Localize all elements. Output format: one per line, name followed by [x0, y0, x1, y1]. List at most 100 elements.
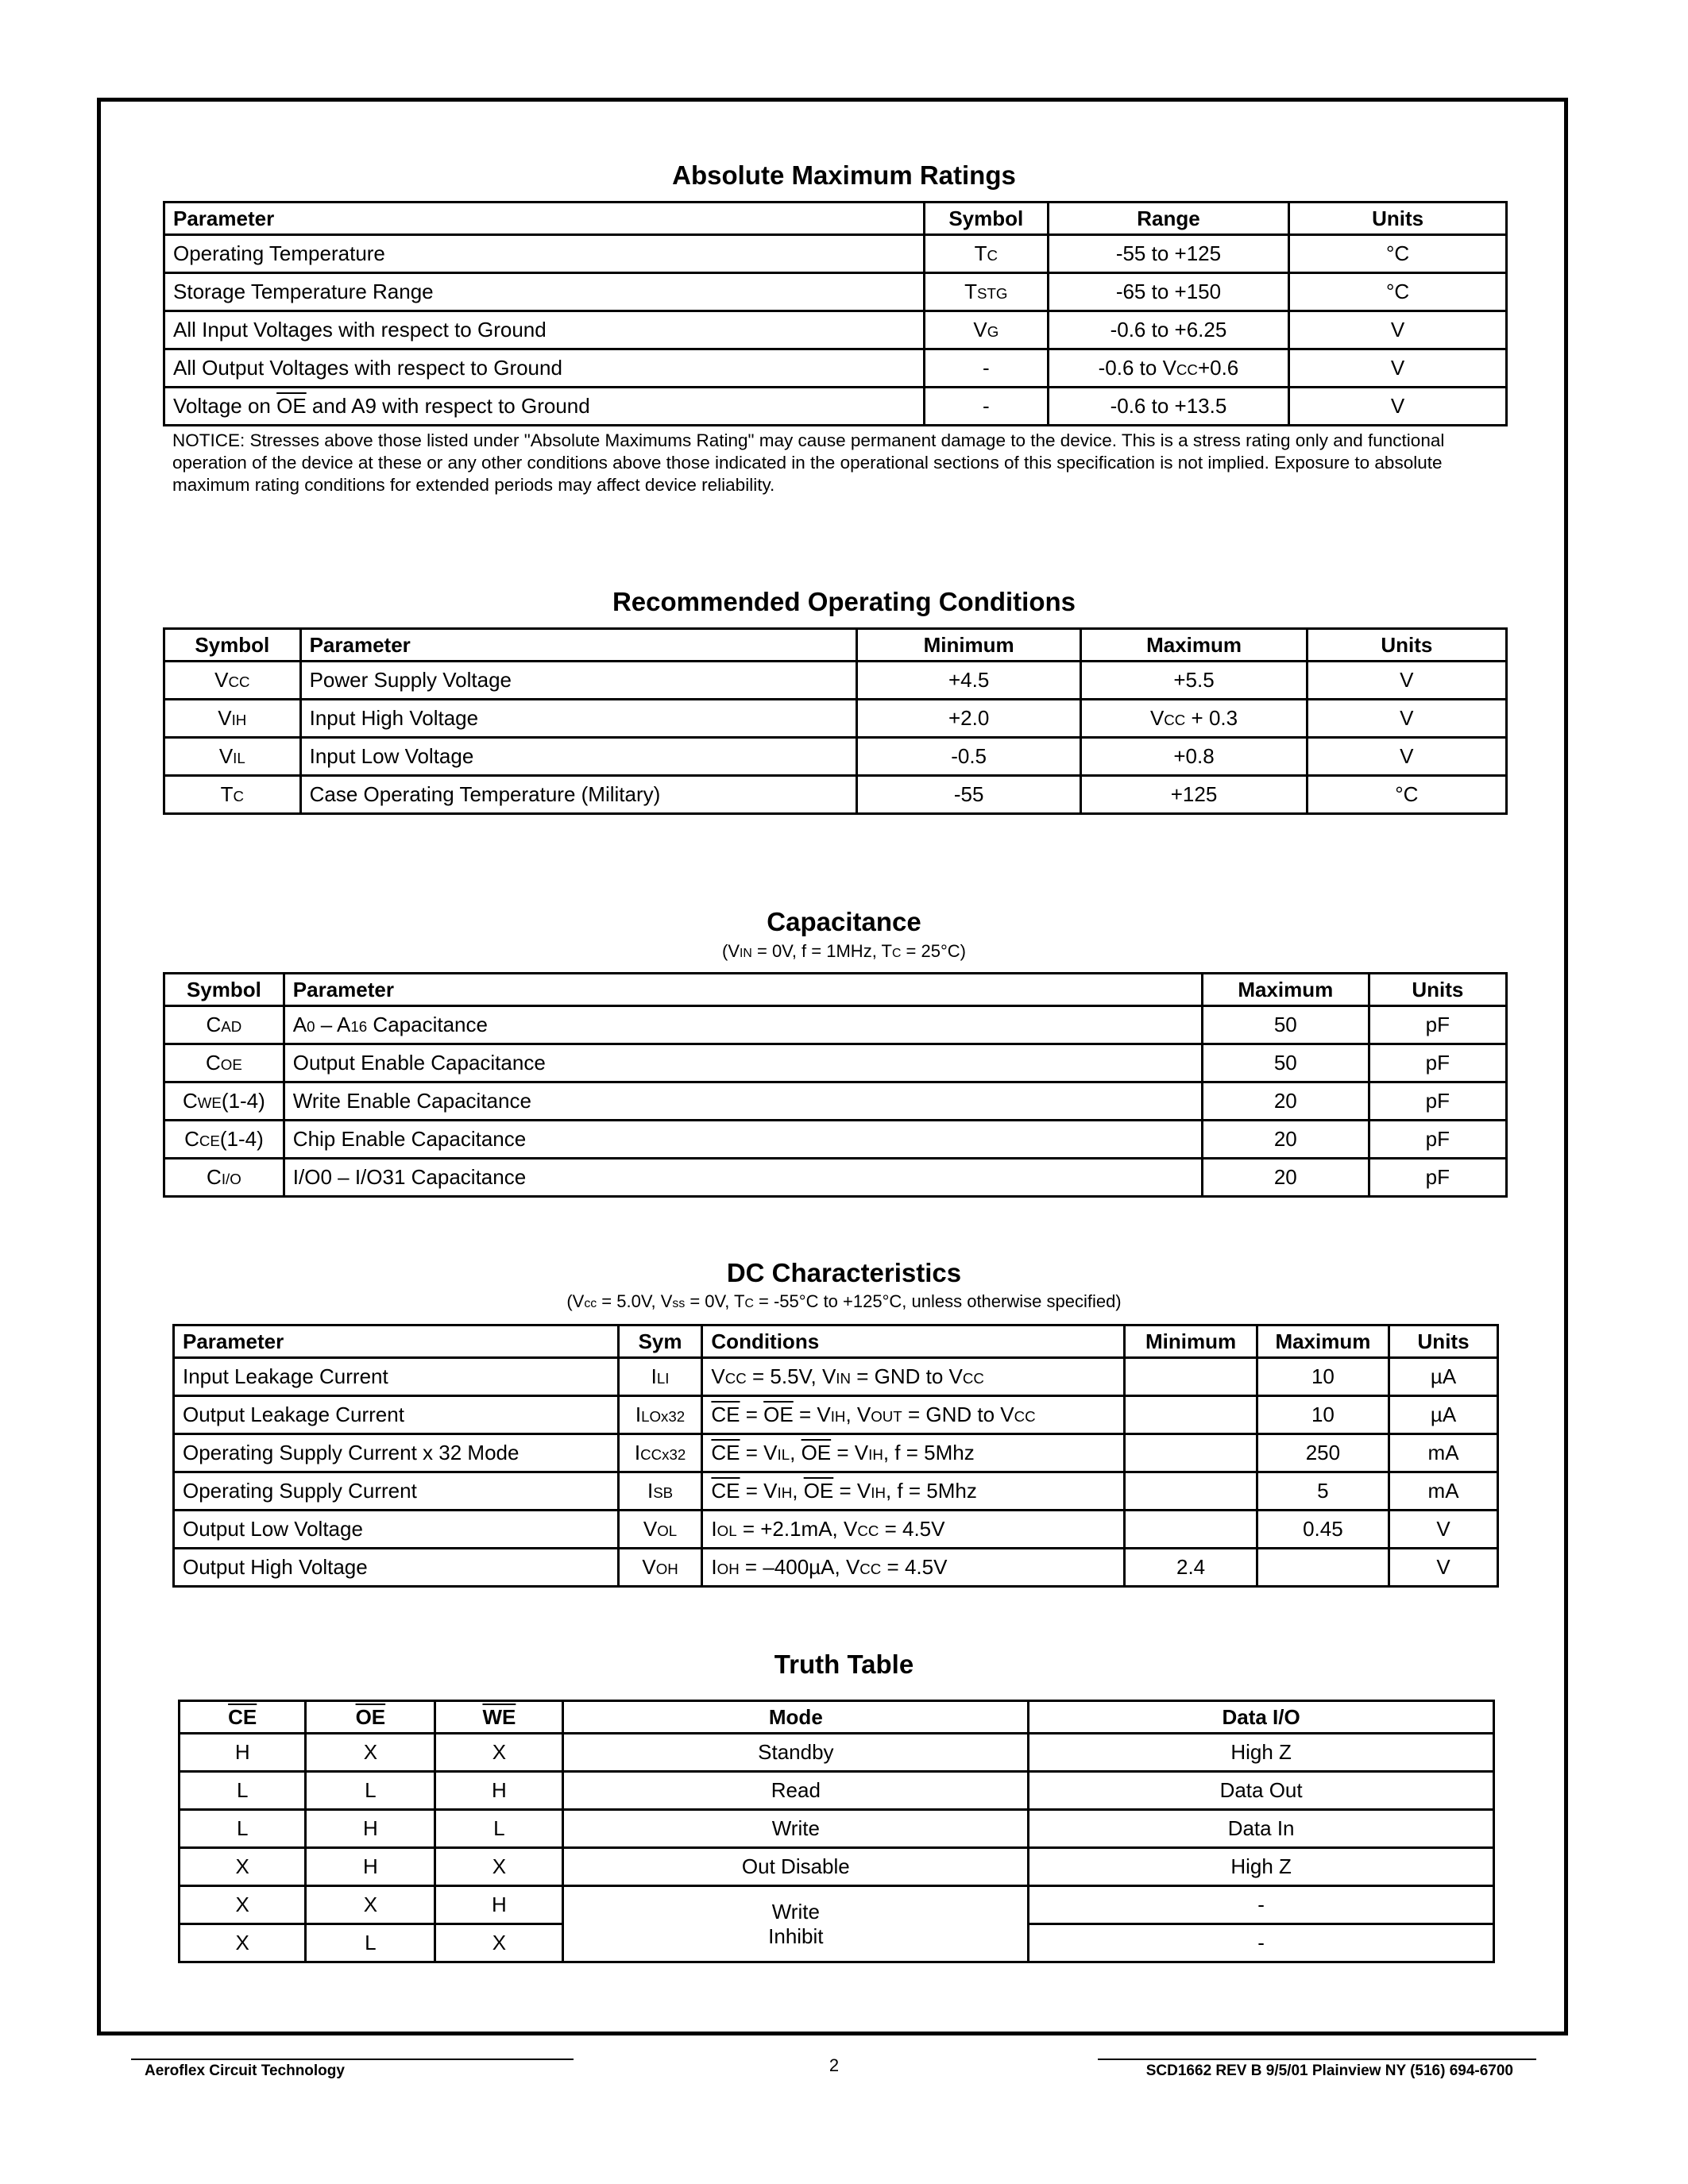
text: V: [218, 706, 232, 730]
table-cell: Output High Voltage: [172, 1547, 620, 1588]
text: -: [1257, 1931, 1265, 1954]
table-row: CCE(1-4) Chip Enable Capacitance 20 pF: [163, 1119, 1508, 1160]
subscript: IH: [868, 1446, 883, 1463]
text: Parameter: [292, 977, 394, 1001]
text: , V: [845, 1403, 871, 1426]
subscript: LOx32: [641, 1408, 686, 1425]
table-cell: -55 to +125: [1046, 233, 1291, 274]
section-title: Capacitance: [767, 907, 921, 936]
text: Operating Supply Current: [183, 1479, 417, 1503]
header-cell: Parameter: [163, 201, 925, 236]
text: °C: [1385, 280, 1410, 303]
subscript: C: [987, 247, 998, 264]
text: = V: [793, 1403, 831, 1426]
header-cell: Maximum: [1080, 627, 1308, 662]
table-cell: L: [434, 1808, 565, 1849]
overline-text: OE: [355, 1704, 386, 1729]
text: -0.6 to +6.25: [1110, 318, 1227, 341]
table-cell: TSTG: [922, 272, 1049, 312]
text: = 4.5V: [881, 1555, 948, 1579]
table-row: Output Leakage Current ILOx32 CE = OE = VI…: [172, 1395, 1499, 1435]
text: I: [647, 1479, 654, 1503]
table-cell: L: [304, 1923, 437, 1963]
table: Parameter Sym Conditions Minimum Maximum Unit…: [172, 1324, 1499, 1588]
table-cell: Data In: [1027, 1808, 1495, 1849]
text: I: [634, 1441, 641, 1464]
text: 0.45: [1303, 1517, 1343, 1541]
text: I: [651, 1364, 657, 1388]
subscript: cc: [584, 1297, 597, 1310]
header-cell: Sym: [616, 1324, 704, 1359]
table-cell: 2.4: [1123, 1547, 1258, 1588]
table-cell: 20: [1200, 1081, 1370, 1121]
text: Data In: [1227, 1816, 1295, 1840]
text: , f = 5Mhz: [885, 1479, 977, 1503]
table-cell: -: [922, 348, 1049, 388]
text: V: [1436, 1517, 1450, 1541]
table-cell: X: [304, 1732, 437, 1773]
table-cell: Read: [562, 1770, 1030, 1811]
text: Minimum: [1145, 1329, 1237, 1353]
text: -: [982, 356, 990, 380]
header-cell: OE: [304, 1700, 437, 1734]
table-cell: [1123, 1433, 1258, 1473]
table-cell: V: [1305, 736, 1508, 777]
overline-text: CE: [711, 1441, 740, 1464]
text: -0.6 to V: [1098, 356, 1176, 380]
table-cell: Out Disable: [562, 1846, 1030, 1887]
table-row: Operating Temperature TC -55 to +125 °C: [163, 233, 1508, 274]
text: = V: [740, 1479, 778, 1503]
table-row: All Input Voltages with respect to Groun…: [163, 310, 1508, 350]
table-cell: Storage Temperature Range: [163, 272, 925, 312]
text: -65 to +150: [1115, 280, 1222, 303]
text: X: [235, 1893, 249, 1916]
text: L: [365, 1778, 377, 1802]
table-cell: Operating Temperature: [163, 233, 925, 274]
table-cell: TC: [163, 774, 302, 815]
table-cell: [1255, 1547, 1391, 1588]
header-cell: Minimum: [1123, 1324, 1258, 1359]
table-cell: V: [1288, 386, 1508, 426]
table-cell: VOL: [616, 1509, 704, 1549]
table-cell: VG: [922, 310, 1049, 350]
subscript: LI: [656, 1370, 670, 1387]
header-cell: Symbol: [922, 201, 1049, 236]
table-cell: -0.6 to VCC+0.6: [1046, 348, 1291, 388]
table-cell: Voltage on OE and A9 with respect to Gro…: [163, 386, 925, 426]
text: V: [1390, 318, 1405, 341]
text: = 5.5V, V: [746, 1364, 836, 1388]
text: = -55°C to +125°C, unless otherwise spec…: [753, 1291, 1122, 1311]
table-cell: Case Operating Temperature (Military): [299, 774, 858, 815]
text: Symbol: [186, 977, 261, 1001]
text: X: [492, 1931, 507, 1954]
text: Data I/O: [1222, 1704, 1300, 1729]
table-cell: Write: [562, 1808, 1030, 1849]
text: -55: [953, 782, 984, 806]
text: pF: [1425, 1089, 1450, 1113]
header-cell: Units: [1388, 1324, 1499, 1359]
text: pF: [1425, 1165, 1450, 1189]
text: Symbol: [195, 632, 270, 657]
text: I: [711, 1555, 717, 1579]
text: X: [235, 1931, 249, 1954]
text: X: [363, 1740, 378, 1764]
table-cell: 10: [1255, 1356, 1391, 1397]
subscript: OL: [657, 1522, 678, 1539]
text: H: [362, 1816, 378, 1840]
table-row: Operating Supply Current x 32 Mode ICCx32…: [172, 1433, 1499, 1473]
overline-text: CE: [711, 1403, 740, 1426]
overline-text: CE: [228, 1704, 257, 1729]
table-row: Output Low Voltage VOL IOL = +2.1mA, VCC =…: [172, 1509, 1499, 1549]
text: – A: [315, 1013, 351, 1036]
text: Maximum: [1275, 1329, 1371, 1353]
table-cell: Input Leakage Current: [172, 1356, 620, 1397]
text: mA: [1427, 1441, 1459, 1464]
text: Output Enable Capacitance: [292, 1051, 546, 1075]
table-cell: IOH = –400µA, VCC = 4.5V: [701, 1547, 1126, 1588]
table-cell: L: [177, 1808, 307, 1849]
table-cell: CE = OE = VIH, VOUT = GND to VCC: [701, 1395, 1126, 1435]
subscript: CC: [1014, 1408, 1036, 1425]
table-cell: ICCx32: [616, 1433, 704, 1473]
text: 50: [1273, 1051, 1297, 1075]
table-row: All Output Voltages with respect to Grou…: [163, 348, 1508, 388]
